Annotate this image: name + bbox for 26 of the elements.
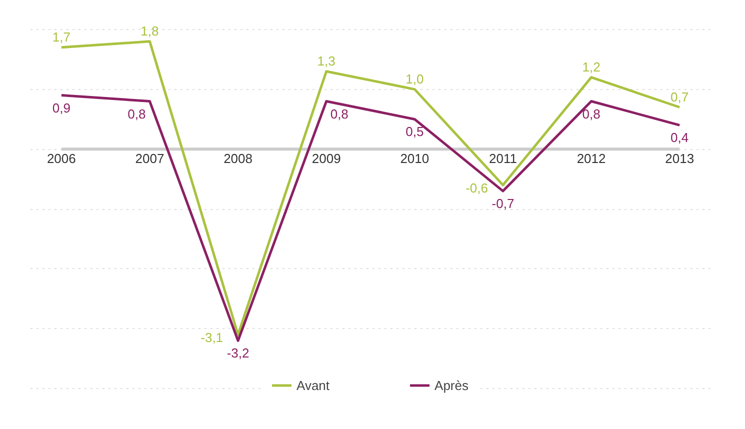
legend-label: Après bbox=[434, 378, 468, 392]
data-label: 1,2 bbox=[582, 59, 600, 74]
x-tick-label: 2007 bbox=[135, 151, 164, 166]
data-label: 1,3 bbox=[317, 53, 336, 68]
data-label: 0,8 bbox=[330, 106, 348, 122]
x-tick-label: 2010 bbox=[400, 151, 430, 166]
data-label: 1,8 bbox=[140, 23, 159, 38]
x-tick-label: 2009 bbox=[312, 151, 341, 166]
x-tick-label: 2008 bbox=[224, 151, 252, 166]
data-label: -0,7 bbox=[492, 196, 514, 212]
data-label: 0,8 bbox=[128, 106, 146, 122]
data-label: 0,5 bbox=[406, 124, 424, 140]
data-label: -3,1 bbox=[200, 330, 224, 346]
data-label: 1,0 bbox=[406, 71, 424, 86]
x-tick-label: 2013 bbox=[665, 151, 694, 166]
data-label: 0,7 bbox=[670, 89, 689, 104]
data-label: 1,7 bbox=[52, 29, 70, 44]
data-label: -3,2 bbox=[226, 346, 250, 361]
x-tick-label: 2012 bbox=[576, 151, 606, 166]
x-tick-label: 2006 bbox=[46, 151, 76, 166]
x-tick-label: 2011 bbox=[488, 151, 517, 166]
legend-label: Avant bbox=[296, 378, 330, 392]
data-label: 0,9 bbox=[52, 100, 70, 116]
data-label: 0,4 bbox=[670, 130, 689, 146]
data-label: 0,8 bbox=[582, 106, 600, 122]
data-label: -0,6 bbox=[466, 180, 488, 196]
